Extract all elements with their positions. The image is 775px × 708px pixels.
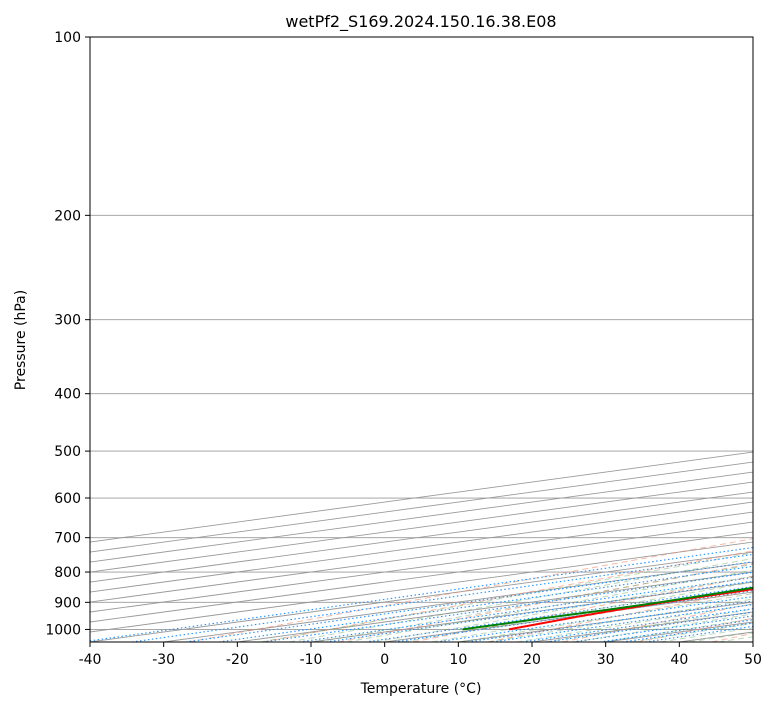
plot-area: 0.10.20.40.611.52346810131620253036-100-… (90, 37, 753, 642)
x-tick-label: -30 (152, 652, 175, 668)
y-tick-label: 300 (54, 313, 81, 329)
x-tick-label: -20 (226, 652, 249, 668)
x-tick-label: 50 (744, 652, 762, 668)
dry-adiabat-line (188, 538, 753, 642)
isotherm-line (90, 531, 753, 623)
dry-adiabats (188, 538, 753, 642)
y-tick-label: 100 (54, 30, 81, 46)
chart-title: wetPf2_S169.2024.150.16.38.E08 (285, 12, 556, 32)
isotherm-line (90, 521, 753, 613)
x-tick-label: -10 (300, 652, 323, 668)
x-tick-label: 30 (597, 652, 615, 668)
y-tick-label: 400 (54, 387, 81, 403)
axes: -40 -30 -20 -10 0 10 20 30 40 50 100 200 300 400 500 60… (45, 30, 762, 668)
x-tick-label: 0 (380, 652, 389, 668)
plot-frame (89, 36, 754, 643)
isotherm-line (90, 461, 753, 553)
y-tick-label: 200 (54, 208, 81, 224)
y-tick-label: 700 (54, 531, 81, 547)
mixing-ratio-line (436, 596, 753, 642)
moist-adiabat-line (403, 581, 753, 642)
y-tick-label: 500 (54, 444, 81, 460)
x-tick-label: 20 (523, 652, 541, 668)
moist-adiabat-line (487, 598, 753, 642)
isotherm-line (90, 501, 753, 593)
isotherm-line (90, 471, 753, 563)
mixing-ratio-line (90, 546, 753, 642)
y-axis-label: Pressure (hPa) (13, 290, 29, 390)
isotherm-grid (90, 451, 753, 642)
y-tick-label: 1000 (45, 622, 81, 638)
x-tick-label: -40 (79, 652, 102, 668)
y-tick-label: 600 (54, 491, 81, 507)
mixing-ratio-line (325, 580, 753, 642)
x-tick-label: 40 (670, 652, 688, 668)
x-axis-label: Temperature (°C) (360, 681, 482, 697)
x-tick-label: 10 (449, 652, 467, 668)
dry-adiabat-line (412, 575, 753, 642)
isotherm-line (90, 451, 753, 543)
y-tick-label: 800 (54, 565, 81, 581)
moist-adiabat-line (346, 569, 753, 642)
mixing-ratio-line (365, 586, 753, 642)
y-tick-label: 900 (54, 595, 81, 611)
isotherm-line (90, 511, 753, 603)
dry-adiabat-line (338, 562, 753, 642)
isotherm-line (90, 481, 753, 573)
isotherm-line (90, 491, 753, 583)
moist-adiabat-line (317, 563, 753, 642)
